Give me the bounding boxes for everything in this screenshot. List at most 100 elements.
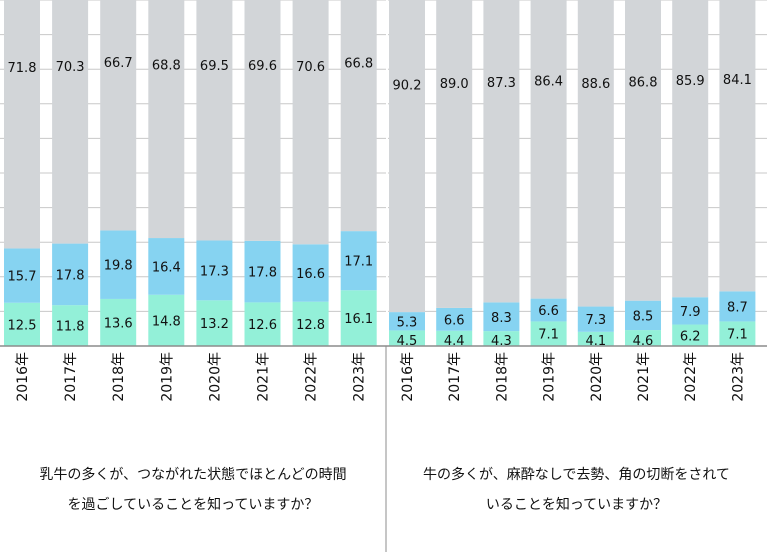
bar-middle-right [436,307,473,331]
value-label: 87.3 [487,76,516,91]
x-tick-label: 2023年 [352,352,368,402]
x-tick-label: 2020年 [207,352,223,402]
x-tick-label: 2022年 [683,352,699,402]
x-tick-label: 2018年 [494,352,510,402]
value-label: 12.5 [8,318,37,333]
x-tick-label: 2022年 [304,352,320,402]
left-caption-line-1: 乳牛の多くが、つながれた状態でほとんどの時間 [39,467,347,483]
bar-top-right [389,0,425,313]
right-chart-caption: 牛の多くが、麻酔なしで去勢、角の切断をされて いることを知っていますか？ [386,460,767,520]
value-label: 15.7 [8,270,37,285]
bar-top-left [100,0,137,231]
x-tick-label: 2017年 [447,352,463,402]
bar-bottom-left [292,301,329,346]
bar-middle-left [340,231,377,291]
value-label: 7.9 [680,305,701,320]
bar-top-right [436,0,473,308]
x-tick-label: 2018年 [111,352,127,402]
bar-middle-left [100,230,137,299]
bar-bottom-right [436,330,473,346]
value-label: 66.8 [344,56,373,71]
bar-bottom-right [530,321,567,346]
x-tick-label: 2017年 [63,352,79,402]
bar-bottom-right [483,331,520,346]
bar-bottom-left [244,302,281,346]
value-label: 8.5 [633,309,654,324]
bar-top-left [52,0,89,244]
value-label: 12.8 [296,318,325,333]
value-label: 90.2 [393,78,422,93]
x-tick-label: 2016年 [400,352,416,402]
value-label: 84.1 [723,73,752,88]
value-label: 11.8 [56,320,85,335]
bar-middle-left [244,240,281,303]
right-caption-line-2: いることを知っていますか？ [485,497,668,513]
value-label: 69.6 [248,59,277,74]
bar-top-left [148,0,185,239]
x-tick-label: 2019年 [542,352,558,402]
value-label: 17.8 [56,268,85,283]
value-label: 17.8 [248,266,277,281]
value-label: 7.1 [538,328,559,343]
value-label: 12.6 [248,318,277,333]
value-label: 6.2 [680,329,701,344]
value-label: 86.4 [534,74,563,89]
bar-top-right [625,0,661,301]
value-label: 7.3 [585,313,606,328]
x-tick-label: 2019年 [159,352,175,402]
value-label: 19.8 [104,259,133,274]
bar-bottom-left [100,298,137,346]
bar-top-right [483,0,520,303]
value-label: 6.6 [444,313,465,328]
bar-top-right [530,0,567,299]
x-tick-labels: 2016年 2017年 2018年 2019年 2020年 2021年 2022年 2023年… [15,352,746,402]
value-label: 5.3 [397,315,418,330]
bar-bottom-left [196,300,233,346]
x-tick-label: 2023年 [730,352,746,402]
bar-top-left [244,0,281,241]
bar-top-left [340,0,377,232]
bar-top-left [4,0,40,249]
left-caption-line-2: を過ごしていることを知っていますか？ [67,497,319,513]
bar-middle-right [483,302,520,332]
bar-bottom-right [577,331,614,346]
bar-bottom-right [625,330,661,346]
value-label: 13.2 [200,317,229,332]
bar-middle-left [4,248,40,303]
bars [4,0,756,346]
value-label: 69.5 [200,59,229,74]
bar-middle-right [530,298,567,322]
bar-top-right [719,0,756,292]
value-label: 86.8 [629,75,658,90]
bar-middle-right [577,306,614,332]
value-label: 88.6 [581,77,610,92]
value-label: 85.9 [676,74,705,89]
bar-top-left [292,0,329,245]
value-label: 70.6 [296,60,325,75]
left-chart-caption: 乳牛の多くが、つながれた状態でほとんどの時間 を過ごしていることを知っていますか… [0,460,386,520]
x-tick-label: 2020年 [589,352,605,402]
bar-bottom-right [672,324,709,346]
bar-middle-right [389,312,425,331]
bar-middle-right [672,297,709,325]
value-label: 70.3 [56,60,85,75]
bar-bottom-left [148,294,185,346]
bar-middle-right [719,291,756,322]
bar-middle-left [196,240,233,301]
value-label: 66.7 [104,56,133,71]
value-label: 16.1 [344,312,373,327]
bar-top-right [577,0,614,307]
value-label: 16.4 [152,260,181,275]
value-label: 8.3 [491,311,512,326]
bar-middle-left [52,243,89,306]
bar-bottom-left [4,302,40,346]
x-tick-label: 2021年 [256,352,272,402]
value-label: 13.6 [104,316,133,331]
bar-top-right [672,0,709,298]
bar-bottom-right [389,330,425,346]
value-label: 17.1 [344,255,373,270]
value-label: 71.8 [8,61,37,76]
bar-bottom-right [719,321,756,346]
bar-middle-left [148,238,185,295]
value-label: 17.3 [200,264,229,279]
